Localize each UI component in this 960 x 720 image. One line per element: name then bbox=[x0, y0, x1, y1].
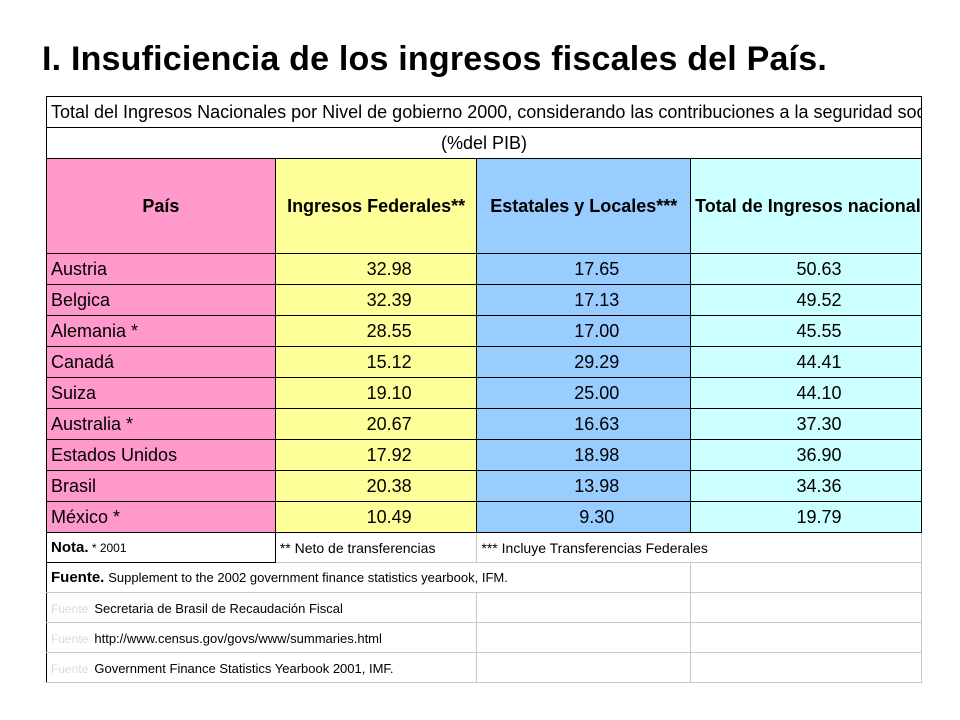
total-cell: 44.10 bbox=[690, 377, 922, 409]
empty-cell bbox=[690, 652, 922, 683]
source-cell: Fuente Government Finance Statistics Year… bbox=[45, 652, 478, 683]
table-row: Suiza 19.10 25.00 44.10 bbox=[46, 377, 922, 409]
table-unit: (%del PIB) bbox=[46, 127, 922, 159]
federal-cell: 32.98 bbox=[274, 253, 478, 285]
total-cell: 49.52 bbox=[690, 284, 922, 316]
federal-cell: 28.55 bbox=[274, 315, 478, 347]
source-cell: Fuente http://www.census.gov/govs/www/sum… bbox=[45, 622, 478, 653]
table-row: Estados Unidos 17.92 18.98 36.90 bbox=[46, 439, 922, 471]
country-cell: Canadá bbox=[46, 346, 276, 378]
country-cell: Australia * bbox=[46, 408, 276, 440]
state-local-cell: 9.30 bbox=[476, 501, 692, 533]
revenue-table: Total del Ingresos Nacionales por Nivel … bbox=[45, 96, 922, 683]
federal-cell: 10.49 bbox=[274, 501, 478, 533]
source-cell: Fuente Secretaria de Brasil de Recaudació… bbox=[45, 592, 478, 623]
country-cell: Austria bbox=[46, 253, 276, 285]
header-row: País Ingresos Federales** Estatales y Lo… bbox=[46, 158, 922, 254]
table-row: Australia * 20.67 16.63 37.30 bbox=[46, 408, 922, 440]
notes-row: Nota. * 2001 ** Neto de transferencias *… bbox=[46, 532, 922, 563]
source-row: Fuente. Supplement to the 2002 governmen… bbox=[45, 562, 922, 593]
note-cell: Nota. * 2001 bbox=[46, 532, 276, 563]
source-row: Fuente Secretaria de Brasil de Recaudació… bbox=[45, 592, 922, 623]
source-link: http://www.census.gov/govs/www/summaries… bbox=[94, 630, 382, 646]
note-double-star: ** Neto de transferencias bbox=[275, 532, 478, 563]
note-triple-star: *** Incluye Transferencias Federales bbox=[476, 532, 922, 563]
federal-cell: 17.92 bbox=[274, 439, 478, 471]
state-local-cell: 13.98 bbox=[476, 470, 692, 502]
total-cell: 19.79 bbox=[690, 501, 922, 533]
country-cell: Brasil bbox=[46, 470, 276, 502]
federal-cell: 20.67 bbox=[274, 408, 478, 440]
source-prefix: Fuente bbox=[51, 601, 89, 616]
source-text: Supplement to the 2002 government financ… bbox=[108, 570, 508, 585]
state-local-cell: 17.13 bbox=[476, 284, 692, 316]
federal-cell: 32.39 bbox=[274, 284, 478, 316]
total-cell: 50.63 bbox=[690, 253, 922, 285]
table-row: Canadá 15.12 29.29 44.41 bbox=[46, 346, 922, 378]
state-local-cell: 25.00 bbox=[476, 377, 692, 409]
header-total: Total de Ingresos nacionales bbox=[690, 158, 922, 254]
source-label: Fuente. bbox=[51, 569, 105, 586]
table-row: México * 10.49 9.30 19.79 bbox=[46, 501, 922, 533]
source-prefix: Fuente bbox=[51, 661, 89, 676]
source-text: Secretaria de Brasil de Recaudación Fisc… bbox=[94, 600, 343, 616]
total-cell: 34.36 bbox=[690, 470, 922, 502]
country-cell: Suiza bbox=[46, 377, 276, 409]
total-cell: 44.41 bbox=[690, 346, 922, 378]
country-cell: Belgica bbox=[46, 284, 276, 316]
state-local-cell: 16.63 bbox=[476, 408, 692, 440]
empty-cell bbox=[476, 622, 692, 653]
header-federal: Ingresos Federales** bbox=[274, 158, 478, 254]
total-cell: 36.90 bbox=[690, 439, 922, 471]
country-cell: Estados Unidos bbox=[46, 439, 276, 471]
empty-cell bbox=[476, 652, 692, 683]
state-local-cell: 17.65 bbox=[476, 253, 692, 285]
country-cell: Alemania * bbox=[46, 315, 276, 347]
federal-cell: 19.10 bbox=[274, 377, 478, 409]
state-local-cell: 29.29 bbox=[476, 346, 692, 378]
source-text: Government Finance Statistics Yearbook 2… bbox=[94, 660, 394, 676]
federal-cell: 15.12 bbox=[274, 346, 478, 378]
note-label: Nota. bbox=[51, 539, 89, 556]
empty-cell bbox=[476, 592, 692, 623]
total-cell: 45.55 bbox=[690, 315, 922, 347]
source-prefix: Fuente bbox=[51, 631, 89, 646]
empty-cell bbox=[690, 592, 922, 623]
empty-cell bbox=[690, 622, 922, 653]
table-row: Austria 32.98 17.65 50.63 bbox=[46, 253, 922, 285]
source-cell: Fuente. Supplement to the 2002 governmen… bbox=[45, 562, 692, 593]
source-row: Fuente http://www.census.gov/govs/www/sum… bbox=[45, 622, 922, 653]
source-row: Fuente Government Finance Statistics Year… bbox=[45, 652, 922, 683]
header-state-local: Estatales y Locales*** bbox=[476, 158, 692, 254]
table-row: Brasil 20.38 13.98 34.36 bbox=[46, 470, 922, 502]
country-cell: México * bbox=[46, 501, 276, 533]
state-local-cell: 17.00 bbox=[476, 315, 692, 347]
state-local-cell: 18.98 bbox=[476, 439, 692, 471]
note-star: * 2001 bbox=[88, 541, 127, 555]
total-cell: 37.30 bbox=[690, 408, 922, 440]
slide-title: I. Insuficiencia de los ingresos fiscale… bbox=[42, 40, 827, 78]
table-title: Total del Ingresos Nacionales por Nivel … bbox=[46, 96, 922, 128]
empty-cell bbox=[690, 562, 922, 593]
header-country: País bbox=[46, 158, 276, 254]
federal-cell: 20.38 bbox=[274, 470, 478, 502]
table-row: Belgica 32.39 17.13 49.52 bbox=[46, 284, 922, 316]
table-row: Alemania * 28.55 17.00 45.55 bbox=[46, 315, 922, 347]
